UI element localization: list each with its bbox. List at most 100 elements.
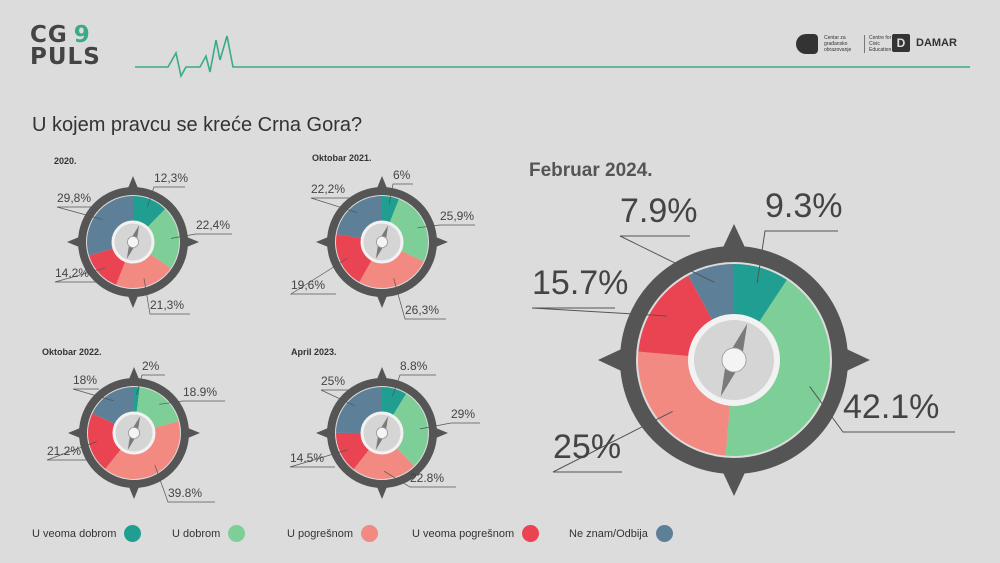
donut-segment-veoma-dobrom	[382, 196, 399, 224]
data-label-veoma-pogresnom: 21.2%	[47, 444, 81, 458]
damar-logo-text: DAMAR	[916, 37, 957, 49]
data-label-veoma-dobrom: 2%	[142, 359, 160, 373]
donut-segment-ne-znam	[688, 264, 734, 323]
donut-segment-veoma-dobrom	[134, 387, 140, 414]
donut-segment-pogresnom	[359, 250, 424, 289]
leader-line-veoma-pogresnom	[289, 449, 348, 468]
donut-segment-veoma-pogresnom	[89, 247, 126, 285]
leader-line-ne-znam	[310, 197, 358, 214]
compass-hub-icon	[375, 426, 388, 439]
legend-swatch-ne-znam	[655, 525, 673, 542]
legend-label-pogresnom: U pogrešnom	[287, 527, 354, 540]
chart-title-okt-2021: Oktobar 2021.	[312, 153, 372, 163]
legend-label-veoma-dobrom: U veoma dobrom	[32, 527, 117, 540]
data-label-veoma-dobrom: 6%	[393, 168, 411, 182]
donut-chart-3: 8.8% 29% 22.8% 14.5% 25%	[289, 359, 480, 499]
data-label-veoma-dobrom: 8.8%	[400, 359, 428, 373]
leader-line-veoma-pogresnom	[289, 257, 348, 295]
leader-line-veoma-dobrom	[147, 186, 185, 207]
data-label-ne-znam: 18%	[73, 373, 97, 387]
data-label-dobrom: 18.9%	[183, 385, 217, 399]
damar-logo: D DAMAR	[892, 34, 957, 52]
donut-segment-pogresnom	[638, 351, 731, 456]
legend-label-dobrom: U dobrom	[172, 527, 221, 540]
leader-line-veoma-dobrom	[392, 374, 436, 397]
leader-line-dobrom	[159, 400, 225, 405]
page-title: U kojem pravcu se kreće Crna Gora?	[32, 114, 363, 136]
compass-hub-icon	[127, 235, 140, 248]
donut-segment-veoma-dobrom	[734, 264, 787, 325]
data-label-ne-znam: 7.9%	[620, 192, 698, 230]
cgo-text-local: Centar za građansko obrazovanje	[824, 35, 852, 53]
donut-segment-pogresnom	[105, 421, 181, 480]
chart-title-2020: 2020.	[54, 156, 77, 166]
data-label-dobrom: 42.1%	[843, 388, 939, 426]
data-label-dobrom: 22,4%	[196, 218, 230, 232]
legend-swatch-veoma-pogresnom	[522, 525, 540, 542]
data-label-pogresnom: 25%	[553, 428, 621, 466]
leader-line-ne-znam	[72, 388, 114, 402]
data-label-veoma-pogresnom: 14.5%	[290, 451, 324, 465]
legend-item-pogresnom: U pogrešnom	[287, 525, 379, 542]
donut-chart-4: 9.3% 42.1% 25% 15.7% 7.9%	[531, 187, 955, 496]
legend-item-veoma-pogresnom: U veoma pogrešnom	[412, 525, 540, 542]
leader-line-ne-znam	[619, 235, 715, 283]
leader-line-pogresnom	[393, 278, 446, 320]
legend-swatch-veoma-dobrom	[124, 525, 142, 542]
legend-item-ne-znam: Ne znam/Odbija	[569, 525, 673, 542]
leader-line-dobrom	[170, 233, 232, 239]
donut-segment-pogresnom	[353, 447, 414, 480]
legend-item-veoma-dobrom: U veoma dobrom	[32, 525, 142, 542]
data-label-dobrom: 29%	[451, 407, 475, 421]
cgo-logo: Centar za građansko obrazovanje Centre f…	[796, 34, 901, 54]
data-label-veoma-pogresnom: 19,6%	[291, 278, 325, 292]
damar-logo-mark: D	[892, 34, 910, 52]
brand-line2: PULS	[30, 44, 101, 70]
data-label-veoma-pogresnom: 14,2%	[55, 266, 89, 280]
compass-hub-icon	[721, 347, 747, 373]
leader-line-pogresnom	[143, 278, 190, 315]
donut-chart-1: 6% 25,9% 26,3% 19,6% 22,2%	[289, 168, 475, 320]
brand-logo: CG 9 PULS	[30, 22, 101, 70]
chart-title-okt-2022: Oktobar 2022.	[42, 347, 102, 357]
donut-chart-2: 2% 18.9% 39.8% 21.2% 18%	[46, 359, 225, 503]
donut-segment-veoma-pogresnom	[336, 233, 373, 283]
chart-title-apr-2023: April 2023.	[291, 347, 337, 357]
legend-item-dobrom: U dobrom	[172, 525, 246, 542]
cgo-text-en: Centre for Civic Education	[864, 35, 901, 53]
brand-number: 9	[73, 22, 91, 48]
legend-swatch-pogresnom	[361, 525, 379, 542]
chart-title-feb-2024: Februar 2024.	[529, 160, 653, 181]
donut-segment-ne-znam	[336, 387, 382, 433]
data-label-veoma-pogresnom: 15.7%	[532, 264, 628, 302]
legend-label-veoma-pogresnom: U veoma pogrešnom	[412, 527, 515, 540]
brand-line1: CG	[30, 22, 68, 48]
donut-segment-ne-znam	[336, 195, 382, 239]
donut-segment-veoma-pogresnom	[87, 413, 122, 469]
data-label-veoma-dobrom: 9.3%	[765, 187, 843, 225]
donut-segment-veoma-dobrom	[382, 387, 407, 416]
leader-line-veoma-dobrom	[388, 183, 413, 205]
legend-label-ne-znam: Ne znam/Odbija	[569, 527, 648, 540]
legend-swatch-dobrom	[228, 525, 246, 542]
leader-line-veoma-pogresnom	[54, 267, 106, 283]
donut-segment-veoma-pogresnom	[336, 432, 370, 470]
donut-segment-veoma-dobrom	[133, 196, 166, 228]
donut-chart-0: 12,3% 22,4% 21,3% 14,2% 29,8%	[54, 171, 232, 315]
donut-segment-dobrom	[389, 199, 429, 262]
data-label-pogresnom: 21,3%	[150, 298, 184, 312]
leader-line-dobrom	[809, 386, 955, 433]
leader-line-ne-znam	[320, 389, 356, 407]
compass-hub-icon	[127, 426, 140, 439]
leader-line-veoma-pogresnom	[531, 307, 668, 317]
data-label-ne-znam: 25%	[321, 374, 345, 388]
data-label-ne-znam: 22,2%	[311, 182, 345, 196]
leader-line-dobrom	[419, 422, 480, 430]
leader-line-pogresnom	[552, 410, 673, 473]
donut-segment-ne-znam	[86, 196, 133, 256]
data-label-pogresnom: 22.8%	[410, 471, 444, 485]
data-label-pogresnom: 26,3%	[405, 303, 439, 317]
leader-line-veoma-dobrom	[136, 374, 165, 395]
leader-line-veoma-dobrom	[756, 230, 838, 284]
